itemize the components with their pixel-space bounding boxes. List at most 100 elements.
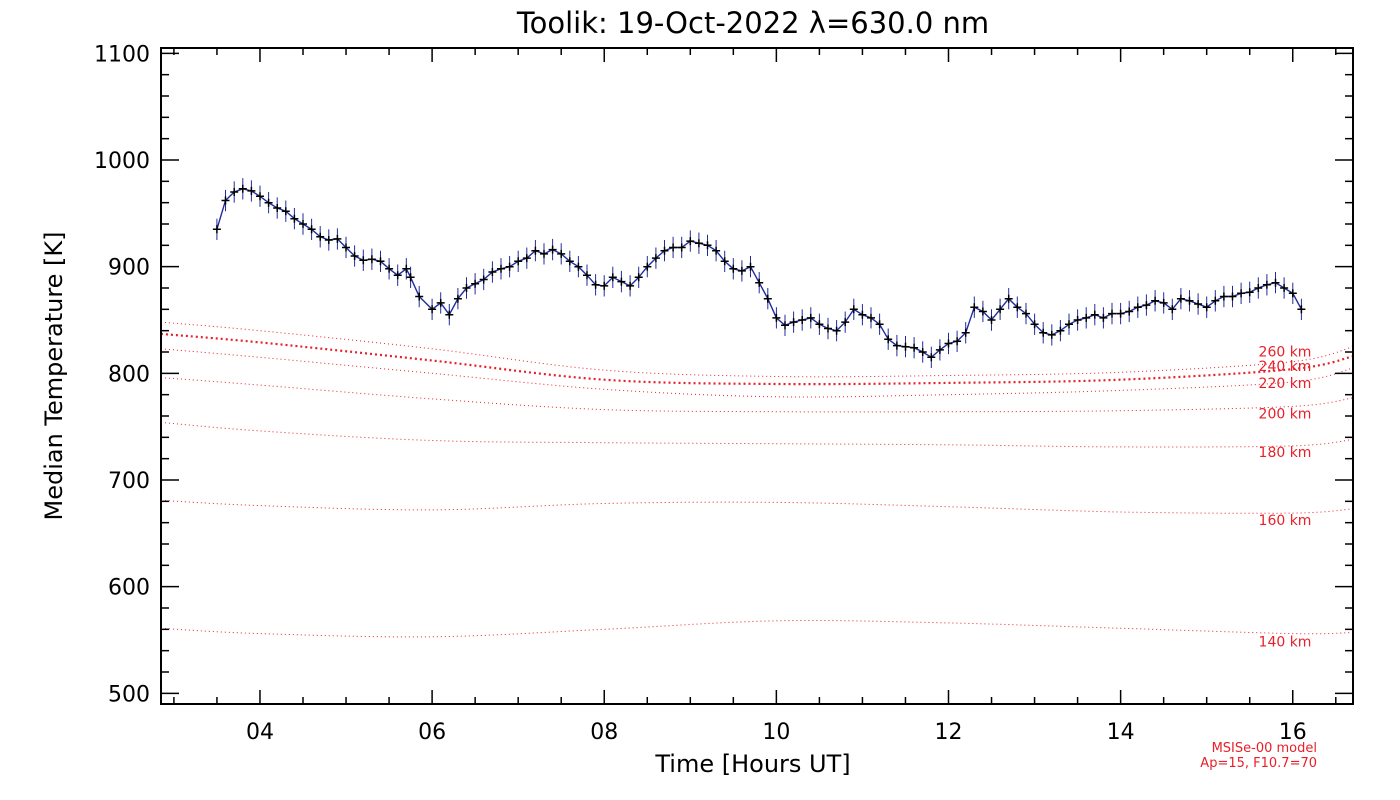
data-point	[884, 335, 893, 344]
data-point	[290, 214, 299, 223]
data-point	[1211, 296, 1220, 305]
data-point	[402, 264, 411, 273]
data-point	[651, 254, 660, 263]
data-point	[1219, 292, 1228, 301]
data-point	[453, 294, 462, 303]
data-point	[324, 236, 333, 244]
data-point	[479, 275, 488, 284]
curve-label: 140 km	[1259, 635, 1312, 651]
data-point	[574, 262, 583, 271]
data-point	[367, 255, 376, 264]
data-point	[436, 298, 445, 307]
x-tick-label: 12	[934, 720, 962, 745]
x-tick-label: 08	[590, 720, 618, 745]
data-point	[927, 353, 936, 362]
data-point	[643, 262, 652, 271]
data-point	[617, 277, 626, 286]
data-point	[1271, 278, 1280, 287]
data-point	[600, 281, 609, 290]
curve-label: 160 km	[1259, 513, 1312, 529]
data-point	[961, 328, 970, 337]
data-point	[935, 345, 944, 354]
x-tick-label: 10	[762, 720, 790, 745]
x-tick-label: 04	[246, 720, 274, 745]
x-axis: 04 06 08 10 12 14 16	[173, 48, 1337, 745]
data-point	[548, 245, 557, 254]
data-point	[264, 198, 273, 207]
curve-label: 180 km	[1259, 445, 1312, 461]
data-point	[694, 239, 703, 248]
model-curve	[160, 377, 1354, 413]
data-point	[1022, 309, 1030, 318]
model-curve	[160, 619, 1354, 638]
data-point	[634, 273, 643, 282]
data-point	[1194, 300, 1203, 308]
data-point	[1065, 320, 1073, 329]
data-point	[299, 220, 307, 228]
data-point	[565, 257, 574, 266]
data-point	[1056, 326, 1065, 335]
curve-label: 260 km	[1259, 345, 1312, 361]
data-point	[1168, 305, 1177, 314]
data-point	[686, 237, 695, 246]
data-point	[471, 279, 480, 288]
y-tick-label: 900	[108, 256, 150, 281]
y-tick-label: 800	[108, 362, 150, 387]
data-point	[1297, 305, 1306, 314]
data-point	[781, 321, 789, 330]
x-axis-label: Time [Hours UT]	[654, 750, 850, 778]
data-point	[755, 278, 764, 287]
data-point	[393, 271, 402, 280]
data-point	[660, 246, 669, 255]
data-point	[1013, 303, 1022, 312]
data-point	[1047, 330, 1056, 339]
data-point	[238, 184, 247, 193]
model-params-note: Ap=15, F10.7=70	[1200, 756, 1317, 771]
measured-series	[212, 178, 1306, 368]
data-point	[1245, 288, 1254, 297]
data-point	[415, 292, 424, 301]
curve-label: 240 km	[1259, 359, 1312, 375]
data-point	[1280, 284, 1289, 292]
data-point	[875, 320, 884, 329]
data-point	[892, 341, 901, 350]
data-point	[944, 339, 953, 348]
x-tick-label: 14	[1107, 720, 1135, 745]
data-point	[531, 246, 540, 255]
model-name-note: MSISe-00 model	[1212, 741, 1317, 756]
data-point	[608, 273, 617, 282]
data-point	[996, 305, 1005, 314]
x-tick-label: 06	[418, 720, 446, 745]
data-point	[901, 342, 910, 351]
data-point	[1039, 328, 1048, 337]
data-point	[806, 313, 815, 322]
data-point	[333, 234, 342, 243]
data-point	[316, 232, 325, 241]
data-point	[359, 256, 368, 265]
data-point	[1202, 303, 1211, 312]
data-point	[1004, 294, 1013, 303]
data-point	[712, 246, 721, 255]
data-point	[1237, 289, 1246, 298]
data-point	[824, 324, 832, 333]
data-point	[350, 252, 359, 260]
data-point	[789, 318, 798, 327]
data-point	[591, 280, 600, 289]
data-point	[462, 284, 471, 292]
data-point	[307, 225, 316, 234]
data-point	[832, 326, 841, 335]
data-point	[385, 264, 394, 273]
y-axis-label: Median Temperature [K]	[40, 231, 68, 520]
data-point	[978, 307, 987, 316]
data-point	[1090, 310, 1099, 319]
data-point	[626, 281, 635, 290]
data-point	[497, 264, 505, 273]
data-point	[281, 207, 290, 216]
data-point	[376, 257, 385, 266]
chart-title: Toolik: 19-Oct-2022 λ=630.0 nm	[516, 6, 989, 40]
data-point	[256, 192, 264, 201]
data-point	[815, 320, 824, 329]
model-curves	[160, 321, 1354, 638]
model-curve	[160, 332, 1354, 386]
data-point	[772, 313, 781, 322]
